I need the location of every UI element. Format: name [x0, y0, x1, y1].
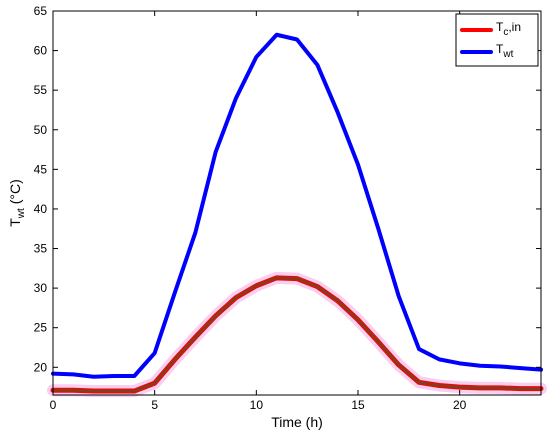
y-axis-label-base: T [7, 218, 23, 227]
y-axis-label-rest: (°C) [7, 179, 23, 208]
x-tick-label: 15 [351, 398, 365, 412]
y-tick-label: 35 [34, 242, 48, 256]
x-axis-ticks: 0 5 10 15 20 [50, 11, 467, 412]
legend-label-twt-sub: wt [502, 49, 513, 60]
y-tick-label: 55 [34, 83, 48, 97]
y-axis-label: Twt (°C) [7, 179, 27, 227]
legend: Tc,in Twt [455, 13, 539, 67]
series-twt-line [51, 32, 543, 379]
x-tick-label: 0 [50, 398, 57, 412]
y-tick-label: 60 [34, 44, 48, 58]
legend-box [455, 13, 539, 67]
y-tick-label: 45 [34, 162, 48, 176]
series-tc-in-overlay [51, 276, 543, 393]
y-axis-label-sub: wt [16, 208, 27, 219]
legend-label-tc-in-base: T [496, 20, 504, 34]
legend-label-twt: Twt [496, 42, 514, 60]
x-tick-label: 10 [250, 398, 264, 412]
x-tick-label: 5 [151, 398, 158, 412]
series-layer [47, 32, 547, 398]
y-tick-label: 30 [34, 281, 48, 295]
x-tick-label: 20 [453, 398, 467, 412]
legend-label-tc-in-rest: ,in [508, 20, 521, 34]
legend-label-twt-base: T [496, 42, 504, 56]
y-axis-ticks: 20 25 30 35 40 45 50 55 60 65 [34, 4, 541, 374]
y-tick-label: 20 [34, 360, 48, 374]
legend-label-tc-in: Tc,in [496, 20, 521, 38]
plot-area [53, 11, 541, 395]
y-tick-label: 65 [34, 4, 48, 18]
y-tick-label: 50 [34, 123, 48, 137]
y-tick-label: 25 [34, 321, 48, 335]
y-tick-label: 40 [34, 202, 48, 216]
x-axis-label: Time (h) [271, 414, 323, 430]
legend-label-tc-in-sub: c [503, 27, 508, 38]
plot-frame [52, 10, 542, 396]
